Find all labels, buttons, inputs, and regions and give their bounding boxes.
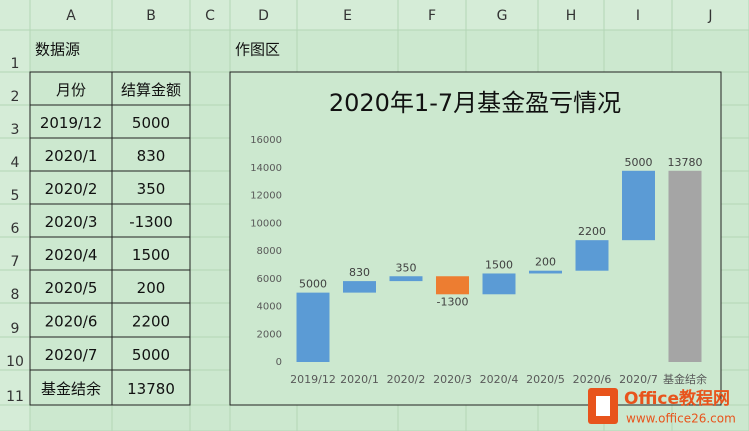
value-label: 1500 bbox=[485, 258, 513, 271]
column-letter: H bbox=[566, 8, 577, 24]
cell-text: 2020/1 bbox=[45, 147, 98, 165]
cell-text: 2019/12 bbox=[40, 114, 102, 132]
x-tick-label: 2020/5 bbox=[526, 373, 565, 386]
x-tick-label: 2020/7 bbox=[619, 373, 658, 386]
value-label: -1300 bbox=[437, 295, 469, 308]
x-tick-label: 2020/1 bbox=[340, 373, 379, 386]
row-number: 5 bbox=[11, 188, 20, 204]
row-number: 6 bbox=[11, 221, 20, 237]
cell-text: 13780 bbox=[127, 380, 175, 398]
cell-text: 月份 bbox=[56, 81, 86, 99]
cell-text: 结算金额 bbox=[121, 81, 181, 99]
cell-text: 2020/3 bbox=[45, 213, 98, 231]
y-tick-label: 14000 bbox=[250, 163, 282, 174]
cell-text: 2020/7 bbox=[45, 346, 98, 364]
x-tick-label: 2020/3 bbox=[433, 373, 472, 386]
x-tick-label: 2019/12 bbox=[290, 373, 336, 386]
column-letter: E bbox=[343, 8, 352, 24]
chart: 0 2000 4000 6000 8000 10000 12000 14000 16000 500… bbox=[250, 135, 707, 386]
cell-text: 200 bbox=[137, 279, 166, 297]
column-letter: G bbox=[497, 8, 508, 24]
bar bbox=[343, 281, 376, 293]
bar bbox=[436, 276, 469, 295]
x-tick-label: 2020/4 bbox=[480, 373, 519, 386]
cell-text: 基金结余 bbox=[41, 380, 101, 398]
bar bbox=[529, 270, 562, 274]
column-letter: J bbox=[707, 8, 712, 24]
row-number: 10 bbox=[6, 354, 24, 370]
chart-title: 2020年1-7月基金盈亏情况 bbox=[329, 89, 621, 117]
bar bbox=[668, 170, 702, 362]
bar bbox=[389, 276, 423, 282]
row-number: 1 bbox=[11, 56, 20, 72]
value-label: 830 bbox=[349, 266, 370, 279]
column-letter: B bbox=[146, 8, 156, 24]
bar bbox=[575, 240, 609, 271]
watermark-logo-inner bbox=[596, 396, 610, 416]
row-number: 8 bbox=[11, 287, 20, 303]
x-tick-label: 2020/2 bbox=[387, 373, 426, 386]
column-letter: D bbox=[258, 8, 269, 24]
y-tick-label: 16000 bbox=[250, 135, 282, 146]
watermark-url: www.office26.com bbox=[626, 412, 736, 426]
cell-text: 2020/6 bbox=[45, 313, 98, 331]
column-header-bar bbox=[0, 0, 749, 30]
value-label: 2200 bbox=[578, 225, 606, 238]
bar bbox=[622, 170, 655, 241]
row-number: 7 bbox=[11, 254, 20, 270]
x-tick-label: 基金结余 bbox=[663, 372, 707, 386]
y-tick-label: 10000 bbox=[250, 218, 282, 229]
bar bbox=[482, 273, 516, 295]
cell-text: 5000 bbox=[132, 114, 170, 132]
cell-text: 5000 bbox=[132, 346, 170, 364]
y-tick-label: 12000 bbox=[250, 191, 282, 202]
row-number: 4 bbox=[11, 155, 20, 171]
value-label: 350 bbox=[396, 261, 417, 274]
x-tick-label: 2020/6 bbox=[573, 373, 612, 386]
cell-text: 1500 bbox=[132, 246, 170, 264]
column-letter: A bbox=[66, 8, 76, 24]
cell-text: 2200 bbox=[132, 313, 170, 331]
row-number: 2 bbox=[11, 89, 20, 105]
column-letter: F bbox=[428, 8, 436, 24]
y-tick-label: 6000 bbox=[257, 274, 282, 285]
cell-text: 2020/5 bbox=[45, 279, 98, 297]
value-label: 5000 bbox=[625, 156, 653, 169]
cell-text: 830 bbox=[137, 147, 166, 165]
table-cell bbox=[111, 369, 191, 406]
y-tick-label: 2000 bbox=[257, 329, 282, 340]
column-letter: I bbox=[636, 8, 640, 24]
watermark-brand: Office教程网 bbox=[624, 388, 730, 409]
value-label: 5000 bbox=[299, 278, 327, 291]
cell-text: -1300 bbox=[129, 213, 173, 231]
cell-text: 2020/4 bbox=[45, 246, 98, 264]
y-tick-label: 4000 bbox=[257, 302, 282, 313]
cell-text: 2020/2 bbox=[45, 180, 98, 198]
chart-area-title: 作图区 bbox=[235, 41, 280, 59]
source-title: 数据源 bbox=[35, 41, 80, 59]
row-number: 11 bbox=[6, 389, 24, 405]
value-label: 200 bbox=[535, 256, 556, 269]
value-label: 13780 bbox=[668, 156, 703, 169]
bar bbox=[296, 292, 330, 362]
y-tick-label: 8000 bbox=[257, 246, 282, 257]
column-letter: C bbox=[205, 8, 215, 24]
row-number: 3 bbox=[11, 122, 20, 138]
y-tick-label: 0 bbox=[276, 357, 282, 368]
row-number: 9 bbox=[11, 321, 20, 337]
watermark: Office教程网 www.office26.com bbox=[588, 388, 736, 426]
cell-text: 350 bbox=[137, 180, 166, 198]
